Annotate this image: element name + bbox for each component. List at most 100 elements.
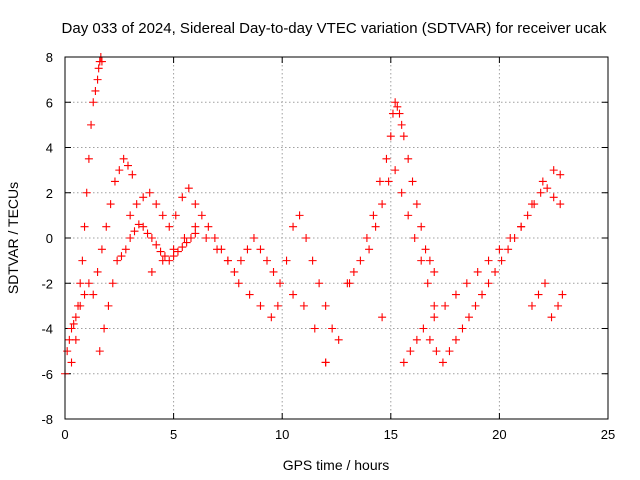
data-point [234, 279, 243, 288]
data-point [76, 279, 85, 288]
x-tick-label: 5 [170, 427, 177, 442]
data-point [84, 154, 93, 163]
data-point [404, 154, 413, 163]
data-point [171, 211, 180, 220]
data-point [404, 211, 413, 220]
data-point [458, 324, 467, 333]
data-point [378, 313, 387, 322]
data-point [210, 234, 219, 242]
x-tick-label: 15 [384, 427, 398, 442]
data-point [152, 200, 161, 209]
data-point [484, 256, 493, 265]
data-point [152, 240, 161, 249]
data-point [89, 290, 98, 299]
data-point [391, 98, 400, 107]
data-point [256, 301, 265, 310]
data-point [71, 335, 80, 344]
data-point [139, 193, 148, 202]
data-point [89, 98, 98, 107]
data-point [213, 245, 222, 254]
data-point [299, 301, 308, 310]
data-point [395, 109, 404, 118]
data-point [269, 267, 278, 276]
data-point [245, 290, 254, 299]
x-tick-label: 0 [61, 427, 68, 442]
data-point [289, 290, 298, 299]
data-point [139, 222, 148, 231]
data-point [438, 358, 447, 367]
data-point [191, 200, 200, 209]
data-point [399, 132, 408, 141]
data-point [504, 245, 513, 254]
data-point [134, 220, 143, 229]
data-point [410, 234, 419, 242]
data-point [365, 245, 374, 254]
data-point [382, 154, 391, 163]
y-tick-label: 2 [46, 186, 53, 201]
data-point [91, 86, 100, 95]
data-point [223, 256, 232, 265]
x-tick-label: 10 [275, 427, 289, 442]
grid-lines [65, 57, 608, 419]
x-tick-label: 20 [492, 427, 506, 442]
x-axis-label: GPS time / hours [283, 457, 390, 473]
data-point [273, 301, 282, 310]
data-point [478, 290, 487, 299]
data-point [93, 75, 102, 84]
data-point [464, 313, 473, 322]
data-point [236, 256, 245, 265]
data-point [119, 154, 128, 163]
data-point [97, 57, 106, 66]
data-point [397, 188, 406, 197]
data-point [132, 200, 141, 209]
data-point [534, 290, 543, 299]
data-point [143, 229, 152, 238]
data-point [408, 177, 417, 186]
data-point [63, 347, 72, 356]
data-point [417, 256, 426, 265]
data-point [445, 347, 454, 356]
data-point [126, 211, 135, 220]
data-point [506, 234, 515, 242]
data-point [169, 245, 178, 254]
data-point [182, 238, 191, 247]
data-point [375, 177, 384, 186]
data-point [556, 170, 565, 179]
data-point [145, 188, 154, 197]
data-point [178, 193, 187, 202]
y-tick-label: 0 [46, 231, 53, 246]
data-point [399, 358, 408, 367]
data-point [391, 166, 400, 175]
data-point [197, 211, 206, 220]
data-point [121, 245, 130, 254]
data-point [158, 211, 167, 220]
data-point [417, 222, 426, 231]
data-point [517, 222, 526, 231]
data-point [100, 324, 109, 333]
data-point [102, 222, 111, 231]
data-point [425, 335, 434, 344]
data-point [289, 222, 298, 231]
data-point [558, 290, 567, 299]
data-point [67, 324, 76, 333]
data-point [421, 245, 430, 254]
data-point [556, 200, 565, 209]
y-tick-label: -2 [41, 276, 53, 291]
data-point [495, 245, 504, 254]
y-tick-label: -4 [41, 322, 53, 337]
data-point [378, 200, 387, 209]
data-point [80, 290, 89, 299]
data-point [321, 301, 330, 310]
data-point [78, 256, 87, 265]
data-point [204, 222, 213, 231]
y-tick-label: -8 [41, 412, 53, 427]
data-point [371, 222, 380, 231]
y-axis-label: SDTVAR / TECUs [5, 182, 21, 294]
data-point [282, 256, 291, 265]
data-point [441, 301, 450, 310]
data-point [123, 161, 132, 170]
data-point [349, 267, 358, 276]
data-point [412, 200, 421, 209]
data-point [106, 200, 115, 209]
data-point [113, 256, 122, 265]
